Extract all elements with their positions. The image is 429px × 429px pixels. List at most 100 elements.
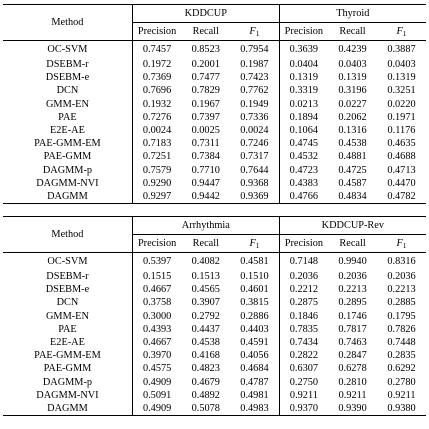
value-cell: 0.1176 [387,125,416,137]
value-cell: 0.4581 [230,252,280,270]
table-row: E2E-AE 0.4667 0.4538 0.4591 0.7434 0.7463 0.74… [3,336,426,350]
table-row: DAGMM-NVI 0.5091 0.4892 0.4981 0.9211 0.9211 0… [3,388,426,403]
value-cell: 0.9211 [338,389,367,401]
value-cell: 0.7317 [240,151,269,163]
value-cell: 0.3758 [131,296,182,310]
value-cell: 0.4679 [191,376,220,388]
value-cell: 0.1894 [278,110,329,125]
value-cell: 0.7246 [240,138,269,150]
dataset-header-kddcup: KDDCUP [131,4,280,23]
table-row: OC-SVM 0.7457 0.8523 0.7954 0.3639 0.4239 0.38… [3,40,426,58]
value-cell: 0.4981 [240,389,269,401]
value-cell: 0.4782 [376,190,426,205]
value-cell: 0.4983 [230,402,280,417]
value-cell: 0.1949 [240,98,269,110]
f1-header: F1 [396,237,407,250]
precision-header: Precision [131,22,182,41]
method-header: Method [3,4,133,41]
value-cell: 0.1846 [278,309,329,323]
value-cell: 0.9442 [181,190,231,205]
value-cell: 0.4437 [191,323,220,335]
table-row: DSEBM-r 0.1972 0.2001 0.1987 0.0404 0.0403 0.0… [3,58,426,72]
table-row: DSEBM-e 0.7369 0.7477 0.7423 0.1319 0.1319 0.1… [3,71,426,85]
value-cell: 0.1064 [278,124,329,138]
method-name-cell: E2E-AE [49,125,85,137]
value-cell: 0.1971 [387,111,416,123]
value-cell: 0.7251 [131,150,182,164]
value-cell: 0.2810 [338,376,367,388]
value-cell: 0.0220 [387,98,416,110]
table-row: DAGMM-NVI 0.9290 0.9447 0.9368 0.4383 0.4587 0… [3,176,426,191]
value-cell: 0.7148 [278,252,329,270]
value-cell: 0.1972 [131,58,182,72]
value-cell: 0.2895 [338,297,367,309]
value-cell: 0.7826 [387,323,416,335]
value-cell: 0.2750 [278,375,329,389]
value-cell: 0.4565 [191,284,220,296]
value-cell: 0.3639 [278,40,329,58]
table-row: OC-SVM 0.5397 0.4082 0.4581 0.7148 0.9940 0.83… [3,252,426,270]
value-cell: 0.0227 [338,98,367,110]
value-cell: 0.2847 [338,350,367,362]
recall-header: Recall [339,238,366,249]
value-cell: 0.4667 [131,336,182,350]
value-cell: 0.6292 [387,363,416,375]
value-cell: 0.7311 [191,138,220,150]
dataset-header-thyroid: Thyroid [278,4,426,23]
value-cell: 0.7369 [131,71,182,85]
f1-header: F1 [249,25,260,38]
value-cell: 0.1319 [278,71,329,85]
method-name-cell: OC-SVM [3,40,133,58]
value-cell: 0.2886 [240,310,269,322]
value-cell: 0.2001 [191,59,220,70]
value-cell: 0.4725 [338,164,367,176]
value-cell: 0.7696 [131,84,182,98]
table-row: PAE-GMM-EM 0.3970 0.4168 0.4056 0.2822 0.2847… [3,349,426,363]
method-name-cell: GMM-EN [45,98,89,110]
value-cell: 0.9447 [191,177,220,189]
value-cell: 0.2213 [338,284,367,296]
value-cell: 0.0025 [191,125,220,137]
method-name-cell: PAE-GMM-EM [34,138,101,150]
value-cell: 0.4892 [191,389,220,401]
recall-header: Recall [192,238,219,249]
table-row: DSEBM-e 0.4667 0.4565 0.4601 0.2212 0.2213 0.2… [3,283,426,297]
method-name-cell: DAGMM-p [42,164,93,176]
value-cell: 0.4909 [131,375,182,389]
value-cell: 0.7644 [240,164,269,176]
value-cell: 0.0403 [338,59,367,70]
recall-header: Recall [192,26,219,37]
value-cell: 0.2036 [278,270,329,284]
table-row: DAGMM-p 0.7579 0.7710 0.7644 0.4723 0.4725 0.4… [3,163,426,177]
results-table-bottom: Method Arrhythmia KDDCUP-Rev Precision R… [3,216,426,417]
method-name-cell: OC-SVM [3,252,133,270]
value-cell: 0.7762 [240,85,269,97]
value-cell: 0.7817 [338,323,367,335]
value-cell: 0.1967 [191,98,220,110]
table-row: GMM-EN 0.3000 0.2792 0.2886 0.1846 0.1746 0.17… [3,309,426,323]
value-cell: 0.0024 [131,124,182,138]
value-cell: 0.5078 [181,402,231,417]
value-cell: 0.2822 [278,349,329,363]
value-cell: 0.7477 [191,72,220,84]
value-cell: 0.9369 [230,190,280,205]
method-name-cell: DSEBM-r [46,271,89,282]
value-cell: 0.2835 [387,350,416,362]
value-cell: 0.4909 [131,402,182,417]
value-cell: 0.4601 [240,284,269,296]
value-cell: 0.3907 [191,297,220,309]
recall-header: Recall [339,26,366,37]
value-cell: 0.7835 [278,322,329,337]
precision-header: Precision [278,234,329,253]
f1-header: F1 [249,237,260,250]
value-cell: 0.4082 [181,252,231,270]
value-cell: 0.4834 [328,190,377,205]
value-cell: 0.9370 [278,402,329,417]
value-cell: 0.4667 [131,283,182,297]
method-name-cell: PAE [58,111,77,123]
value-cell: 0.1746 [338,310,367,322]
value-cell: 0.6278 [338,363,367,375]
method-name-cell: DAGMM-NVI [36,177,99,189]
value-cell: 0.4575 [131,362,182,376]
